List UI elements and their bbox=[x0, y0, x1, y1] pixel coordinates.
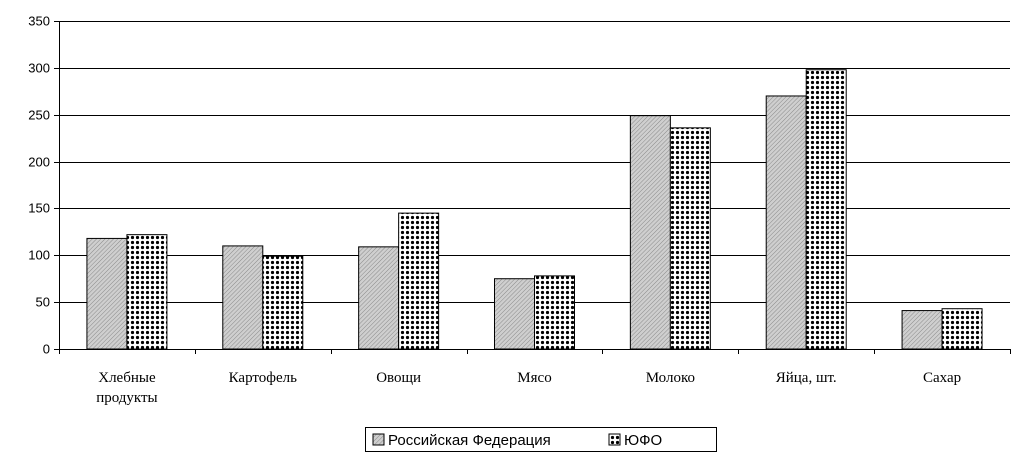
x-category-label: Хлебные bbox=[98, 370, 156, 386]
bar-rf bbox=[358, 246, 400, 350]
bars bbox=[86, 69, 983, 350]
legend-swatch-ufo bbox=[608, 433, 621, 446]
bar-rf bbox=[765, 95, 807, 350]
legend: Российская Федерация ЮФО bbox=[365, 427, 717, 452]
gridlines bbox=[59, 21, 1010, 303]
bar-ufo bbox=[534, 275, 575, 350]
bar-ufo bbox=[669, 127, 711, 350]
y-tick-label: 0 bbox=[43, 342, 50, 357]
legend-label-ufo: ЮФО bbox=[624, 432, 662, 449]
y-tick-label: 250 bbox=[28, 108, 50, 123]
bar-rf bbox=[901, 310, 943, 350]
x-category-label: Мясо bbox=[517, 370, 551, 386]
bar-rf bbox=[222, 245, 264, 350]
y-tick-label: 150 bbox=[28, 201, 50, 216]
legend-box bbox=[365, 427, 717, 452]
x-category-label: Сахар bbox=[923, 370, 961, 386]
bar-rf bbox=[629, 115, 671, 350]
x-category-label: Яйца, шт. bbox=[776, 370, 837, 386]
bar-ufo bbox=[398, 212, 440, 350]
bar-rf bbox=[86, 237, 128, 350]
bar-ufo bbox=[941, 308, 983, 350]
y-tick-label: 200 bbox=[28, 155, 50, 170]
x-category-label: продукты bbox=[96, 390, 157, 406]
x-category-label: Овощи bbox=[376, 370, 421, 386]
bar-ufo bbox=[262, 255, 304, 350]
y-tick-label: 50 bbox=[36, 295, 50, 310]
bar-ufo bbox=[126, 234, 168, 350]
y-tick-label: 300 bbox=[28, 61, 50, 76]
y-tick-label: 100 bbox=[28, 248, 50, 263]
x-category-label: Молоко bbox=[646, 370, 695, 386]
y-tick-label: 350 bbox=[28, 14, 50, 29]
legend-label-rf: Российская Федерация bbox=[388, 432, 551, 449]
x-category-label: Картофель bbox=[229, 370, 297, 386]
legend-swatch-rf bbox=[372, 433, 385, 446]
bar-rf bbox=[494, 278, 535, 350]
labels: 0 50 100 150 200 250 300 350 Хлебные продукты Карт… bbox=[28, 14, 961, 407]
bar-ufo bbox=[805, 69, 847, 350]
